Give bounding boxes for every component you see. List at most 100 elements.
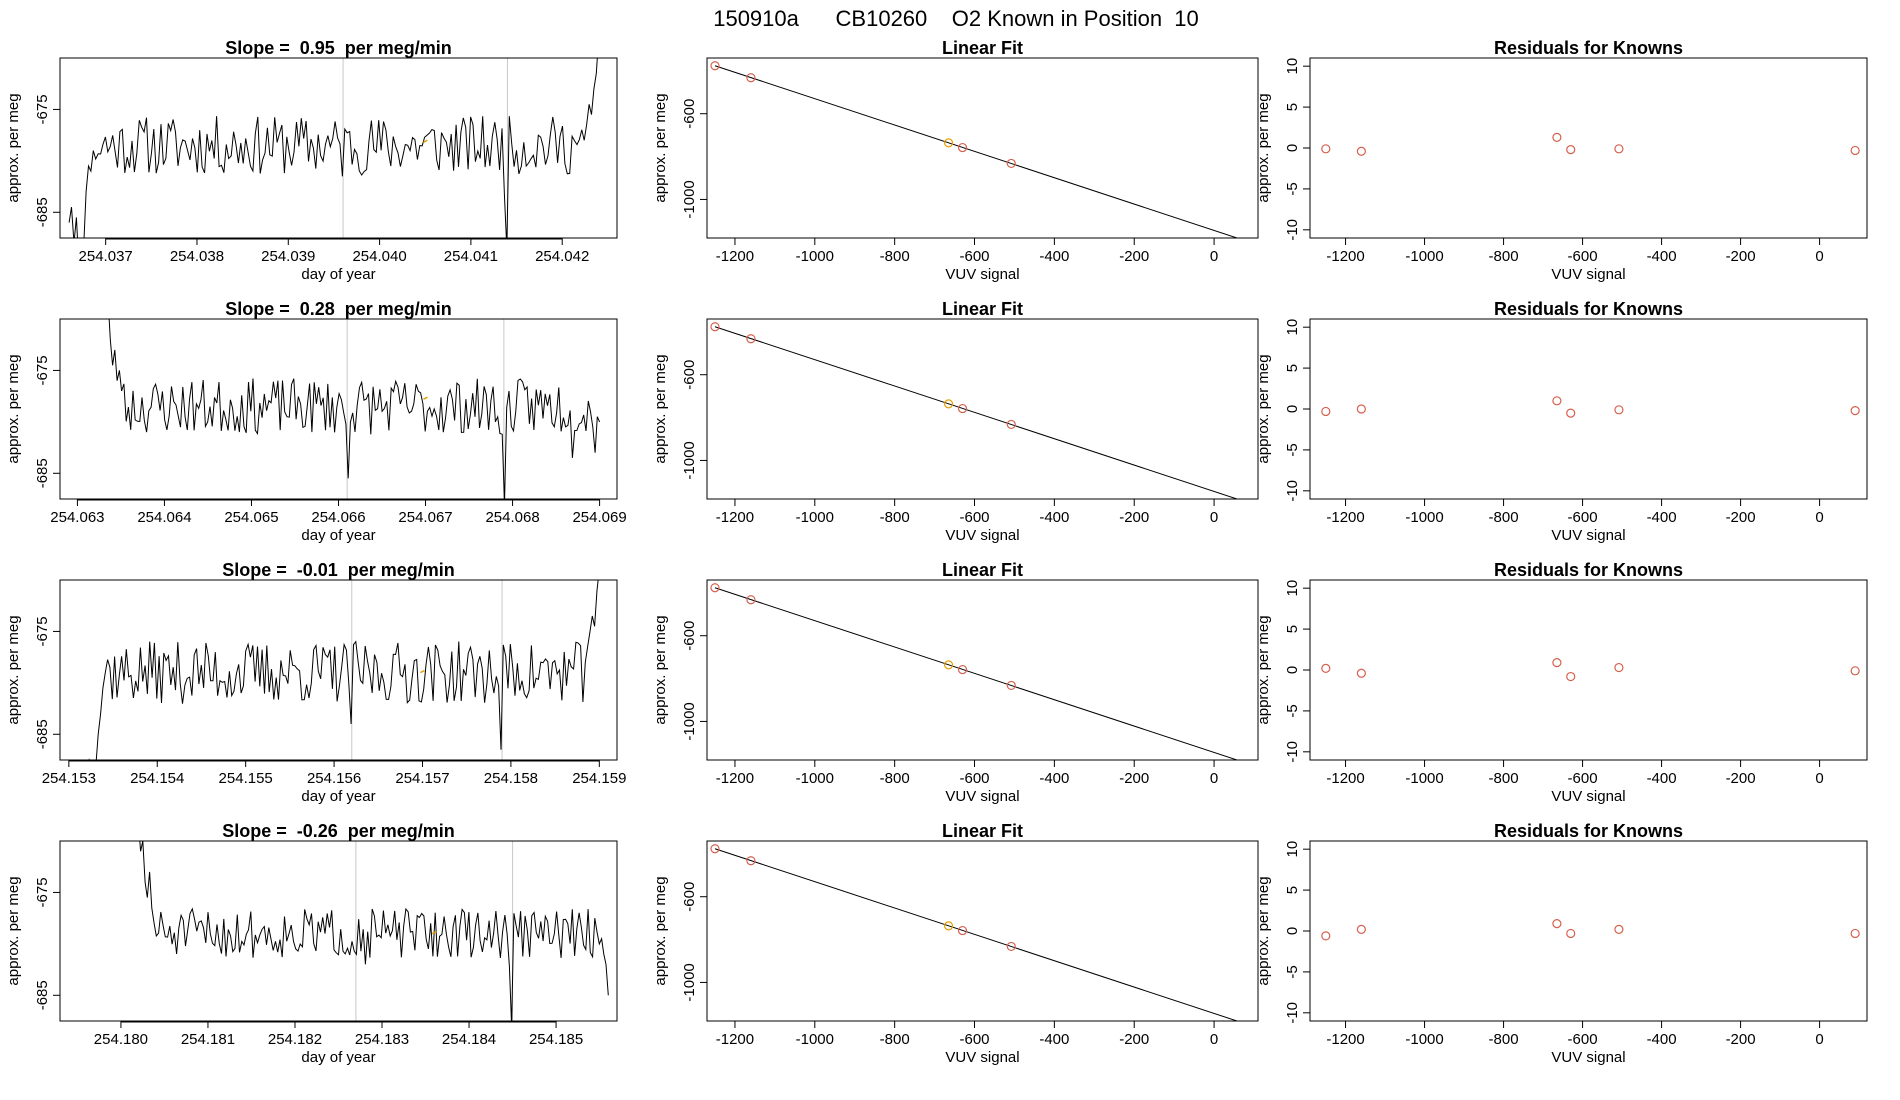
y-axis-label: approx. per meg: [652, 93, 669, 202]
y-tick-label: -5: [1284, 443, 1301, 456]
data-point: [1614, 144, 1624, 154]
panel-2-2: Linear Fit VUV signal approx. per meg -1200…: [652, 299, 1259, 544]
data-point: [957, 925, 968, 936]
plot-area: [139, 841, 609, 1021]
x-tick-label: -1200: [716, 509, 754, 526]
panel-3-2: Linear Fit VUV signal approx. per meg -1200…: [652, 560, 1259, 805]
x-tick-label: 254.040: [352, 248, 406, 265]
x-tick-label: -800: [1489, 770, 1519, 787]
highlight-point: [422, 139, 428, 144]
x-tick-label: -1000: [1405, 248, 1443, 265]
x-tick-label: 0: [1210, 770, 1218, 787]
plot-area: [710, 61, 1252, 238]
y-tick-label: -600: [681, 360, 698, 390]
data-point: [1356, 146, 1366, 156]
data-point: [1248, 1020, 1252, 1021]
plot-area: [710, 583, 1252, 760]
x-tick-label: 0: [1210, 509, 1218, 526]
y-axis-label: approx. per meg: [652, 876, 669, 985]
y-tick-label: 0: [1284, 927, 1301, 935]
data-point: [943, 138, 954, 148]
y-axis-label: approx. per meg: [1255, 876, 1272, 985]
x-tick-label: 254.159: [572, 770, 626, 787]
y-axis-label: approx. per meg: [652, 615, 669, 724]
y-tick-label: -675: [34, 616, 51, 646]
y-tick-label: -685: [34, 980, 51, 1010]
panel-2-3: Residuals for Knowns VUV signal approx. pe…: [1255, 299, 1868, 544]
plot-frame: [706, 57, 1259, 239]
data-point: [746, 334, 756, 344]
panel-4-2: Linear Fit VUV signal approx. per meg -1200…: [652, 821, 1259, 1066]
data-point: [746, 856, 756, 866]
x-tick-label: -600: [1568, 770, 1598, 787]
panel-title: Residuals for Knowns: [1494, 560, 1683, 580]
x-tick-label: 254.157: [395, 770, 449, 787]
x-tick-label: -1000: [1405, 1031, 1443, 1048]
data-point: [746, 595, 756, 605]
y-tick-label: -675: [34, 94, 51, 124]
data-point: [710, 844, 720, 854]
series-line: [108, 319, 601, 499]
x-tick-label: 0: [1815, 770, 1823, 787]
y-tick-label: 0: [1284, 144, 1301, 152]
y-tick-label: -10: [1284, 219, 1301, 241]
x-tick-label: -1000: [1405, 509, 1443, 526]
y-tick-label: -10: [1284, 1002, 1301, 1024]
x-tick-label: 254.183: [355, 1031, 409, 1048]
x-axis-label: VUV signal: [945, 527, 1019, 544]
panel-2-1: Slope = 0.28 per meg/min day of year appro…: [5, 299, 627, 544]
y-tick-label: -675: [34, 355, 51, 385]
plot-area: [1321, 132, 1860, 156]
panel-title: Residuals for Knowns: [1494, 299, 1683, 319]
data-point: [1566, 671, 1576, 682]
plot-area: [88, 580, 599, 760]
x-tick-label: 254.037: [79, 248, 133, 265]
x-tick-label: 254.184: [442, 1031, 496, 1048]
y-axis-label: approx. per meg: [652, 354, 669, 463]
data-point: [1850, 145, 1860, 156]
panel-title: Slope = -0.26 per meg/min: [222, 821, 455, 841]
plot-area: [108, 319, 601, 499]
panel-title: Linear Fit: [942, 299, 1023, 319]
x-tick-label: 254.068: [485, 509, 539, 526]
plot-frame: [706, 579, 1259, 761]
x-tick-label: -1200: [716, 1031, 754, 1048]
fit-line: [714, 326, 1239, 499]
x-tick-label: -600: [959, 1031, 989, 1048]
data-point: [943, 921, 954, 931]
data-point: [1566, 408, 1576, 418]
data-point: [957, 142, 968, 153]
data-point: [1356, 668, 1366, 678]
data-point: [957, 664, 968, 675]
x-tick-label: 254.181: [181, 1031, 235, 1048]
x-axis-label: day of year: [301, 788, 375, 805]
data-point: [1006, 158, 1016, 169]
x-tick-label: 254.039: [261, 248, 315, 265]
x-tick-label: -600: [959, 248, 989, 265]
data-point: [1614, 662, 1624, 673]
panel-title: Linear Fit: [942, 560, 1023, 580]
highlight-point: [431, 930, 437, 935]
x-tick-label: -1000: [796, 248, 834, 265]
y-tick-label: -10: [1284, 480, 1301, 502]
x-axis-label: VUV signal: [945, 1049, 1019, 1066]
y-axis-label: approx. per meg: [1255, 615, 1272, 724]
fit-line: [714, 587, 1239, 760]
x-tick-label: -200: [1119, 1031, 1149, 1048]
fit-line: [714, 65, 1239, 238]
x-tick-label: 254.154: [130, 770, 184, 787]
panel-1-2: Linear Fit VUV signal approx. per meg -1200…: [652, 38, 1259, 283]
plot-frame: [59, 579, 618, 761]
y-tick-label: -10: [1284, 741, 1301, 763]
panel-4-1: Slope = -0.26 per meg/min day of year appr…: [5, 821, 618, 1066]
x-tick-label: -400: [1039, 770, 1069, 787]
x-tick-label: -800: [880, 770, 910, 787]
x-tick-label: 0: [1815, 248, 1823, 265]
panel-title: Slope = 0.28 per meg/min: [225, 299, 452, 319]
x-tick-label: -200: [1119, 248, 1149, 265]
x-axis-label: VUV signal: [1551, 1049, 1625, 1066]
x-tick-label: -1200: [716, 248, 754, 265]
data-point: [1566, 145, 1576, 155]
x-tick-label: 254.038: [170, 248, 224, 265]
